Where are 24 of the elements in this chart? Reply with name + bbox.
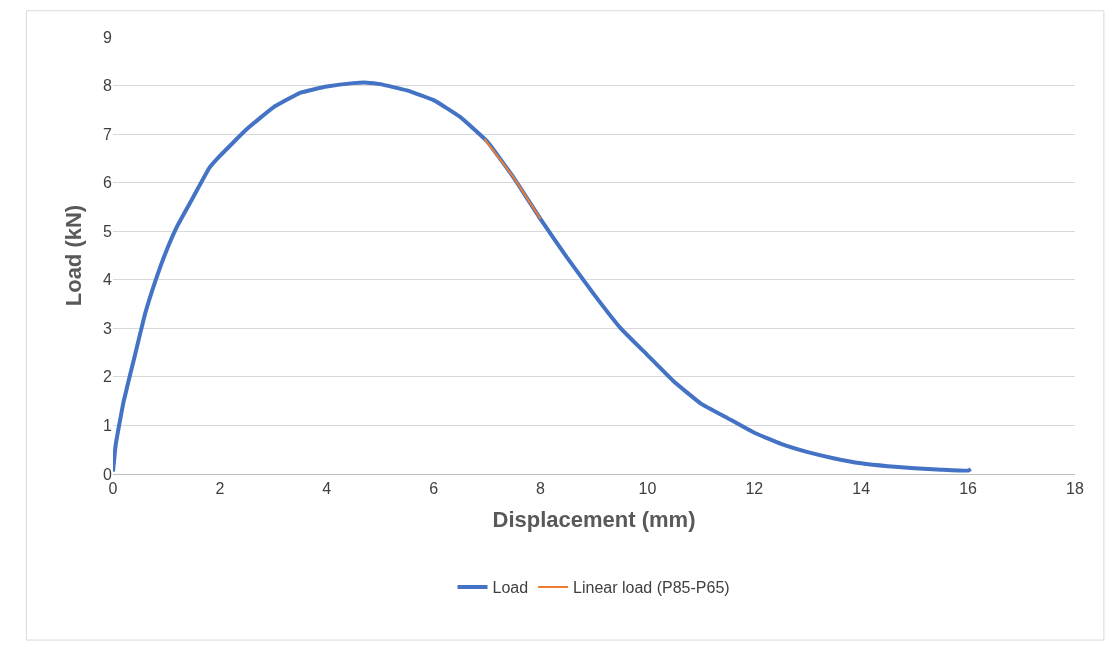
x-tick-label: 10 [638,480,657,498]
legend-label: Load [492,579,529,597]
y-tick-label: 8 [103,77,113,95]
x-tick-label: 4 [322,480,332,498]
line-series [113,80,973,474]
y-tick-label: 7 [103,125,113,143]
x-tick-label: 8 [536,480,546,498]
y-tick-label: 3 [103,319,113,337]
x-tick-label: 6 [429,480,439,498]
x-tick-label: 18 [1066,480,1084,498]
y-tick-label: 2 [103,368,113,386]
y-axis-title: Load (kN) [60,204,86,307]
y-tick-label: 1 [103,417,113,435]
x-tick-label: 12 [745,480,764,498]
x-axis-title: Displacement (mm) [492,507,696,533]
y-tick-label: 6 [103,174,113,192]
y-tick-label: 4 [103,271,113,289]
x-tick-label: 14 [852,480,871,498]
x-tick-label: 16 [959,480,978,498]
x-tick-label: 2 [215,480,225,498]
y-tick-label: 5 [103,222,113,240]
y-tick-label: 9 [103,28,113,46]
y-tick-label: 0 [103,465,113,483]
legend-label: Linear load (P85-P65) [573,579,730,597]
